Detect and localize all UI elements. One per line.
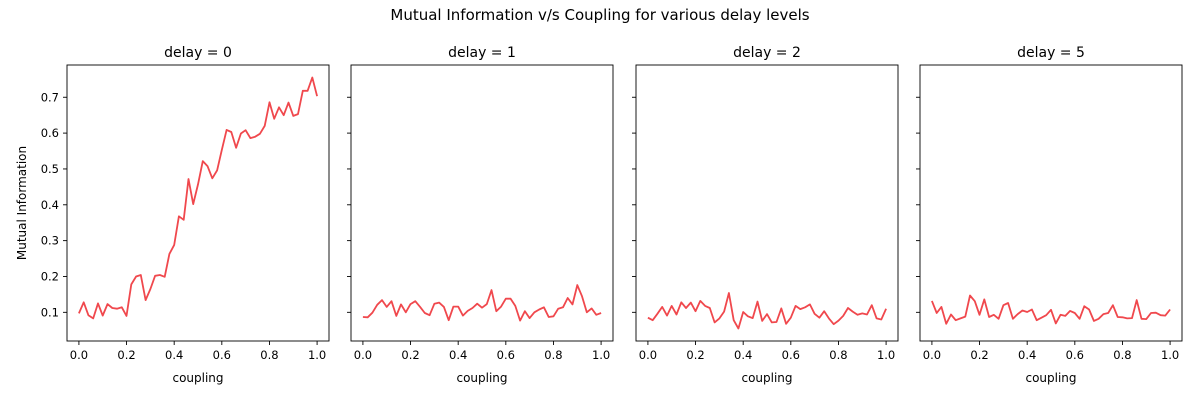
data-line <box>931 294 1171 325</box>
subplot-delay-2: delay = 2 0.0 0.2 0.4 0.6 0.8 1.0 coupling <box>632 45 899 385</box>
x-tick-label: 0.0 <box>923 348 941 362</box>
x-tick-label: 0.4 <box>165 348 183 362</box>
x-tick-label: 0.4 <box>1018 348 1036 362</box>
x-tick-label: 0.2 <box>686 348 704 362</box>
plot-area: 0.0 0.2 0.4 0.6 0.8 1.0 <box>347 64 614 362</box>
figure-suptitle: Mutual Information v/s Coupling for vari… <box>390 6 809 24</box>
x-tick-label: 0.6 <box>1066 348 1084 362</box>
y-tick-label: 0.6 <box>41 126 59 140</box>
x-tick-label: 0.4 <box>734 348 752 362</box>
x-tick-label: 1.0 <box>308 348 326 362</box>
plot-area: 0.0 0.2 0.4 0.6 0.8 1.0 <box>632 64 899 362</box>
subplot-title: delay = 0 <box>164 45 232 61</box>
x-axis-label: coupling <box>456 371 507 385</box>
x-tick-label: 0.6 <box>782 348 800 362</box>
y-tick-label: 0.7 <box>41 90 59 104</box>
x-tick-label: 0.2 <box>117 348 135 362</box>
plot-area: 0.0 0.2 0.4 0.6 0.8 1.0 <box>916 64 1183 362</box>
subplot-delay-1: delay = 1 0.0 0.2 0.4 0.6 0.8 1.0 coupling <box>347 45 614 385</box>
x-tick-label: 0.8 <box>544 348 562 362</box>
data-line <box>362 284 602 322</box>
subplot-title: delay = 1 <box>448 45 516 61</box>
x-tick-label: 0.0 <box>70 348 88 362</box>
x-tick-label: 1.0 <box>592 348 610 362</box>
x-tick-label: 0.4 <box>449 348 467 362</box>
x-axis-label: coupling <box>1025 371 1076 385</box>
x-axis-label: coupling <box>172 371 223 385</box>
x-tick-label: 0.6 <box>213 348 231 362</box>
x-tick-label: 0.8 <box>829 348 847 362</box>
subplot-title: delay = 2 <box>733 45 801 61</box>
x-tick-label: 1.0 <box>1161 348 1179 362</box>
subplot-delay-5: delay = 5 0.0 0.2 0.4 0.6 0.8 1.0 coupling <box>916 45 1183 385</box>
y-tick-label: 0.2 <box>41 269 59 283</box>
subplot-title: delay = 5 <box>1017 45 1085 61</box>
data-line <box>78 76 318 320</box>
x-tick-label: 0.6 <box>497 348 515 362</box>
x-tick-label: 1.0 <box>877 348 895 362</box>
axes-frame <box>66 64 330 342</box>
y-tick-label: 0.4 <box>41 198 59 212</box>
x-axis-label: coupling <box>741 371 792 385</box>
axes-frame <box>635 64 899 342</box>
x-tick-label: 0.2 <box>970 348 988 362</box>
x-tick-label: 0.2 <box>401 348 419 362</box>
x-tick-label: 0.0 <box>354 348 372 362</box>
y-axis-label: Mutual Information <box>15 146 29 260</box>
axes-frame <box>350 64 614 342</box>
axes-frame <box>919 64 1183 342</box>
x-tick-label: 0.8 <box>260 348 278 362</box>
plot-area: 0.0 0.2 0.4 0.6 0.8 1.0 0.1 0.2 0.3 0.4 0.5 0.6 0.7 <box>41 64 330 362</box>
y-tick-label: 0.1 <box>41 305 59 319</box>
y-tick-label: 0.5 <box>41 162 59 176</box>
data-line <box>647 292 887 330</box>
x-tick-label: 0.8 <box>1113 348 1131 362</box>
subplot-delay-0: delay = 0 0.0 0.2 0.4 0.6 0.8 1.0 0.1 0.2 0.3 0.4… <box>41 45 330 385</box>
x-tick-label: 0.0 <box>639 348 657 362</box>
y-tick-label: 0.3 <box>41 234 59 248</box>
